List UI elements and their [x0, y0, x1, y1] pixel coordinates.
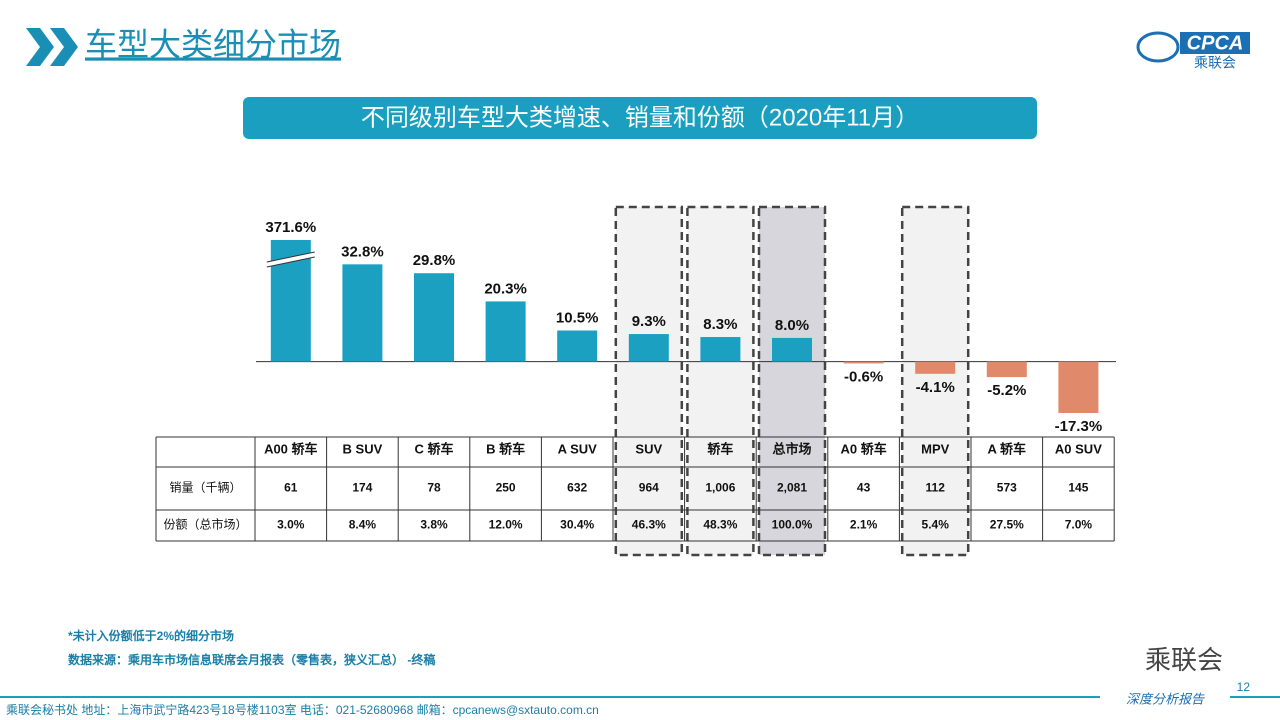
page-number: 12 [1237, 680, 1251, 694]
table-cell: 174 [352, 481, 372, 495]
table-cell: 100.0% [772, 518, 813, 532]
bar [986, 361, 1027, 378]
table-cell: 2.1% [850, 518, 878, 532]
table-cell: 30.4% [560, 518, 594, 532]
chart-title: 不同级别车型大类增速、销量和份额（2020年11月） [361, 104, 919, 131]
highlight-box [900, 205, 970, 557]
table-cell: 12.0% [489, 518, 523, 532]
highlight-box [686, 205, 755, 557]
bar [628, 334, 669, 362]
table-cell: 632 [567, 481, 587, 495]
logo-text: CPCA [1187, 32, 1244, 54]
note: *未计入份额低于2%的细分市场 [68, 628, 234, 643]
column-header: A 轿车 [988, 441, 1027, 456]
column-header: C 轿车 [414, 441, 453, 456]
value-label: 9.3% [632, 313, 666, 330]
value-label: 371.6% [265, 219, 316, 236]
bar [414, 273, 454, 362]
value-label: 10.5% [556, 309, 599, 326]
highlight-box [757, 205, 827, 557]
column-header: A00 轿车 [264, 441, 317, 456]
column-header: 轿车 [707, 441, 733, 456]
footer-tagline: 深度分析报告 [1126, 691, 1205, 706]
title-icon [26, 28, 78, 66]
table-cell: 1,006 [705, 481, 735, 495]
value-label: 29.8% [413, 252, 456, 269]
table-cell: 573 [997, 481, 1017, 495]
value-label: 8.0% [775, 317, 809, 334]
value-label: 20.3% [484, 280, 527, 297]
table-cell: 5.4% [922, 518, 950, 532]
column-header: B SUV [343, 441, 383, 456]
column-header: MPV [921, 441, 950, 456]
table-cell: 250 [496, 481, 516, 495]
bar [1058, 361, 1099, 413]
table-cell: 8.4% [349, 518, 377, 532]
axis-break [266, 252, 315, 267]
row-label: 销量（千辆） [169, 481, 241, 495]
value-label: -4.1% [916, 379, 955, 396]
column-header: 总市场 [772, 441, 811, 456]
bar [557, 330, 598, 362]
table-cell: 112 [926, 481, 946, 495]
value-label: -0.6% [844, 368, 883, 385]
column-header: B 轿车 [486, 441, 525, 456]
highlights [614, 205, 970, 557]
table-cell: 46.3% [632, 518, 666, 532]
table-cell: 43 [857, 481, 871, 495]
column-header: A0 轿车 [840, 441, 886, 456]
value-label: -5.2% [987, 382, 1026, 399]
bar [843, 361, 884, 364]
logo: CPCA 乘联会 [1136, 31, 1250, 71]
table-cell: 48.3% [703, 518, 737, 532]
value-label: 8.3% [703, 316, 737, 333]
value-label: 32.8% [341, 243, 384, 260]
bar [485, 301, 526, 362]
bar [700, 337, 741, 362]
table-cell: 78 [427, 481, 441, 495]
logo-subtext: 乘联会 [1194, 55, 1236, 71]
row-label: 份额（总市场） [163, 517, 247, 532]
table: A00 轿车 B SUV C 轿车 B 轿车 A SUV SUV 轿车 总市场 A0 轿车 MPV… [155, 436, 1115, 542]
table-cell: 7.0% [1065, 518, 1093, 532]
highlight-box [614, 205, 684, 557]
table-cell: 3.8% [420, 518, 448, 532]
table-cell: 27.5% [990, 518, 1024, 532]
axis-break [266, 251, 315, 263]
table-cell: 3.0% [277, 518, 305, 532]
slide-title: 车型大类细分市场 [85, 26, 341, 62]
wechat-label: 乘联会 [1145, 645, 1223, 675]
bar [915, 361, 956, 374]
footer-contact: 乘联会秘书处 地址：上海市武宁路423号18号楼1103室 电话：021-526… [6, 702, 599, 717]
note: 数据来源：乘用车市场信息联席会月报表（零售表，狭义汇总） -终稿 [68, 652, 435, 667]
column-header: SUV [635, 441, 662, 456]
bar [772, 337, 812, 362]
column-header: A0 SUV [1055, 441, 1102, 456]
table-cell: 2,081 [777, 481, 807, 495]
banner [243, 97, 1037, 139]
column-header: A SUV [558, 441, 598, 456]
table-cell: 964 [639, 481, 659, 495]
bars: 371.6% 32.8% 29.8% 20.3% 10.5% 9.3% 8.3% 8.0% -0… [256, 219, 1116, 435]
table-cell: 61 [284, 481, 298, 495]
table-cell: 145 [1068, 481, 1088, 495]
value-label: -17.3% [1055, 418, 1103, 435]
bar [342, 264, 383, 362]
axis-break [266, 256, 315, 268]
